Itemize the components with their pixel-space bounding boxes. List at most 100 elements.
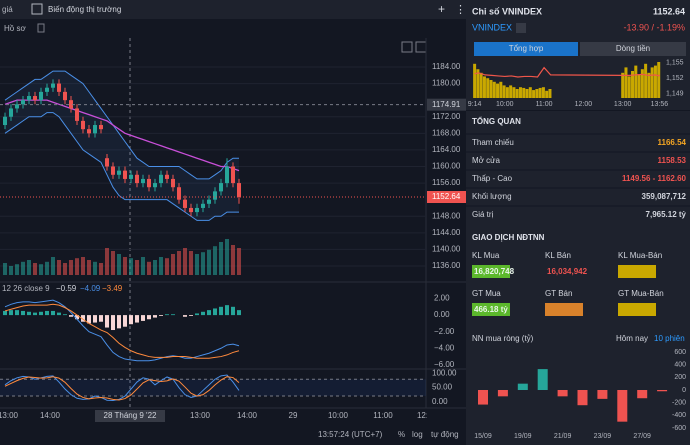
x-tick-label: 11:00	[373, 411, 393, 420]
price-axis-cover	[427, 409, 466, 423]
macd-histogram	[81, 315, 85, 322]
bar	[637, 390, 648, 399]
d-line	[4, 376, 240, 401]
macd-line	[4, 299, 240, 362]
x-tick-label: 19/09	[514, 433, 532, 440]
section-title: NN mua ròng (tỷ)	[472, 334, 534, 343]
tab-active[interactable]	[474, 42, 578, 56]
x-tick-label: 14:00	[237, 411, 258, 420]
bar	[657, 390, 668, 392]
volume-bar	[509, 85, 513, 98]
volume-bar	[237, 248, 241, 275]
x-tick-label: 13:00	[190, 411, 211, 420]
y-tick-label: 1,155	[666, 59, 684, 66]
menu-button[interactable]: ⋮	[455, 4, 466, 16]
y-tick-label: 1180.00	[432, 79, 461, 88]
band-upper	[4, 70, 239, 180]
volume-bar	[45, 261, 49, 275]
band-fill	[0, 379, 426, 397]
volume-bar	[9, 266, 13, 275]
macd-histogram	[9, 310, 13, 316]
y-tick-label: -200	[672, 400, 686, 407]
crosshair-tag	[427, 98, 466, 111]
y-tick-label: 1172.00	[432, 112, 461, 121]
candle-body	[213, 191, 217, 200]
symbol[interactable]: VNINDEX	[472, 22, 512, 32]
volume-bar	[33, 263, 37, 275]
edit-icon[interactable]	[516, 23, 526, 33]
y-tick-label: 1164.00	[432, 145, 461, 154]
value-box	[472, 303, 510, 316]
scroll-button[interactable]	[401, 41, 413, 53]
period-option[interactable]: Hôm nay	[616, 334, 648, 343]
cell-label: GT Mua-Bán	[618, 289, 664, 298]
y-tick-label: 600	[674, 349, 686, 356]
volume-bar	[111, 251, 115, 275]
percent-toggle[interactable]: %	[398, 430, 405, 439]
x-tick-label: 10:00	[328, 411, 349, 420]
row-value: 7,965.12 tỷ	[646, 210, 687, 219]
macd-histogram	[159, 315, 163, 316]
bar	[597, 390, 608, 399]
macd-histogram	[237, 310, 241, 316]
bar	[557, 390, 568, 397]
volume-bar	[489, 80, 493, 98]
top-toolbar	[0, 0, 466, 19]
cell-label: KL Bán	[545, 251, 571, 260]
tab-active[interactable]: Biến động thị trường	[48, 5, 121, 14]
x-tick-label: 29	[289, 411, 298, 420]
y-tick-label: 1140.00	[432, 245, 461, 254]
candle-body	[33, 96, 37, 101]
volume-bar	[650, 67, 654, 98]
chart-bg	[0, 0, 466, 445]
candle-body	[123, 170, 127, 179]
tab-label[interactable]: Dòng tiền	[616, 44, 650, 53]
tab-label[interactable]: Tổng hợp	[509, 44, 544, 53]
candle-body	[3, 116, 7, 126]
period-option[interactable]: 10 phiên	[654, 334, 685, 343]
log-toggle[interactable]: log	[412, 430, 423, 439]
macd-histogram	[63, 314, 67, 316]
y-tick-label: 1156.00	[432, 178, 461, 187]
macd-histogram	[117, 315, 121, 329]
cell-label: KL Mua-Bán	[618, 251, 662, 260]
clock: 13:57:24 (UTC+7)	[318, 430, 383, 439]
cell-value: 466.18 tỷ	[474, 305, 508, 314]
macd-histogram	[183, 315, 187, 317]
volume-bar	[512, 87, 516, 98]
tab[interactable]	[580, 42, 686, 56]
candle-body	[183, 199, 187, 208]
y-tick-label: 0	[682, 387, 686, 394]
divider	[466, 110, 690, 111]
volume-bar	[141, 257, 145, 275]
signal-line	[4, 303, 240, 359]
last-price: 1152.64	[432, 192, 461, 201]
volume-bar	[225, 239, 229, 275]
tab[interactable]: giá	[2, 5, 13, 14]
volume-bar	[117, 254, 121, 275]
candle-body	[129, 174, 133, 179]
volume-bar	[502, 85, 506, 98]
macd-histogram	[231, 306, 235, 316]
volume-bar	[207, 249, 211, 275]
candle-body	[201, 203, 205, 208]
row-label: Mở cửa	[472, 156, 500, 165]
auto-toggle[interactable]: tự động	[431, 430, 459, 439]
add-button[interactable]: +	[438, 2, 445, 16]
volume-bar	[627, 76, 631, 98]
x-tick-label: 11:00	[536, 101, 553, 108]
volume-bar	[647, 72, 651, 98]
crosshair-time: 28 Tháng 9 '22	[104, 411, 158, 420]
macd-histogram	[27, 311, 31, 316]
profile[interactable]: Hồ sơ	[4, 24, 26, 33]
candle-body	[147, 178, 151, 188]
volume-bar	[528, 87, 532, 98]
volume-bar	[201, 252, 205, 275]
volume-bar	[518, 87, 522, 98]
macd-histogram	[87, 315, 91, 324]
macd-histogram	[45, 310, 49, 316]
volume-bar	[171, 254, 175, 275]
legend-value: −4.09	[80, 284, 101, 293]
